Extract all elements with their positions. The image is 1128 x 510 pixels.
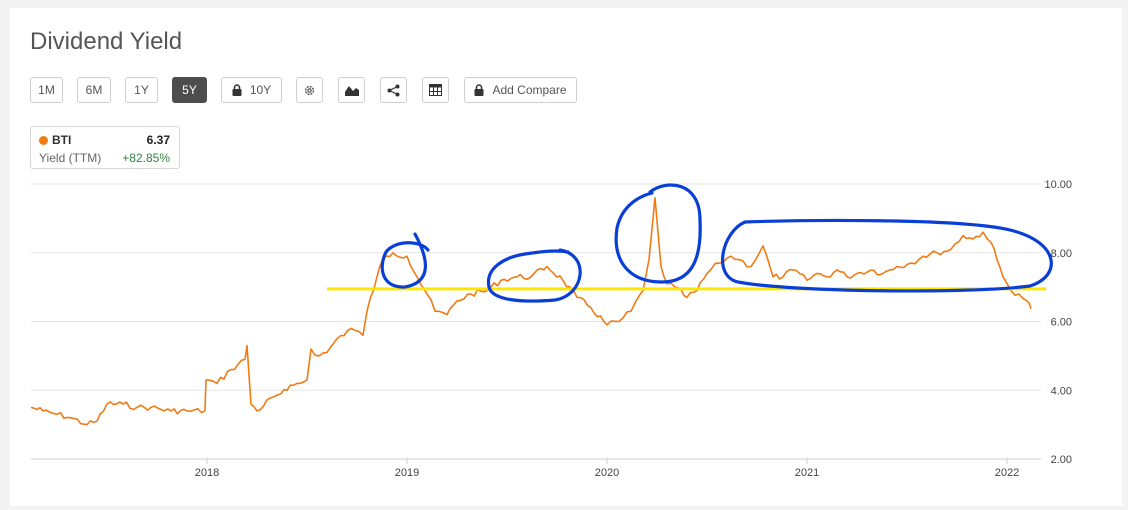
- range-1y-button[interactable]: 1Y: [125, 77, 158, 103]
- range-10y-button[interactable]: 10Y: [221, 77, 282, 103]
- chart-type-button[interactable]: [338, 77, 365, 103]
- legend-value: 6.37: [146, 133, 170, 147]
- annotation-circle: [380, 232, 430, 289]
- area-chart-icon: [344, 84, 359, 96]
- annotation-circle: [486, 248, 582, 303]
- series-line-bti: [30, 197, 1032, 426]
- y-tick-label: 10.00: [1044, 179, 1072, 191]
- add-compare-button[interactable]: Add Compare: [464, 77, 577, 103]
- x-tick-label: 2018: [195, 467, 219, 479]
- x-tick-label: 2022: [995, 467, 1019, 479]
- y-tick-label: 8.00: [1051, 248, 1072, 260]
- y-tick-label: 4.00: [1051, 385, 1072, 397]
- series-legend: BTI 6.37 Yield (TTM) +82.85%: [30, 126, 180, 169]
- lock-icon: [232, 84, 242, 96]
- range-1m-button[interactable]: 1M: [30, 77, 63, 103]
- y-axis-ticks: 2.00 4.00 6.00 8.00 10.00: [1044, 179, 1072, 466]
- table-view-button[interactable]: [422, 77, 449, 103]
- gear-icon: [303, 84, 316, 97]
- x-tick-label: 2021: [795, 467, 819, 479]
- legend-ticker: BTI: [52, 133, 72, 147]
- lock-icon: [474, 84, 484, 96]
- share-button[interactable]: [380, 77, 407, 103]
- x-tick-label: 2020: [595, 467, 619, 479]
- chart-card: Dividend Yield 1M 6M 1Y 5Y 10Y: [10, 8, 1122, 506]
- table-icon: [429, 84, 442, 96]
- x-axis-ticks: 2018 2019 2020 2021 2022: [195, 459, 1019, 479]
- x-tick-label: 2019: [395, 467, 419, 479]
- legend-change: +82.85%: [122, 151, 170, 165]
- add-compare-label: Add Compare: [492, 83, 567, 97]
- share-icon: [387, 84, 400, 97]
- annotation-circle: [614, 183, 702, 284]
- range-5y-button[interactable]: 5Y: [172, 77, 207, 103]
- annotation-circle: [721, 218, 1053, 293]
- series-color-dot: [39, 136, 48, 145]
- legend-metric: Yield (TTM): [39, 151, 102, 165]
- annotation-circles: [380, 183, 1053, 303]
- grid-lines: [31, 183, 1041, 460]
- page-title: Dividend Yield: [30, 28, 183, 55]
- range-10y-label: 10Y: [249, 83, 272, 97]
- settings-button[interactable]: [296, 77, 323, 103]
- y-tick-label: 2.00: [1051, 454, 1072, 466]
- range-6m-button[interactable]: 6M: [77, 77, 111, 103]
- y-tick-label: 6.00: [1051, 317, 1072, 329]
